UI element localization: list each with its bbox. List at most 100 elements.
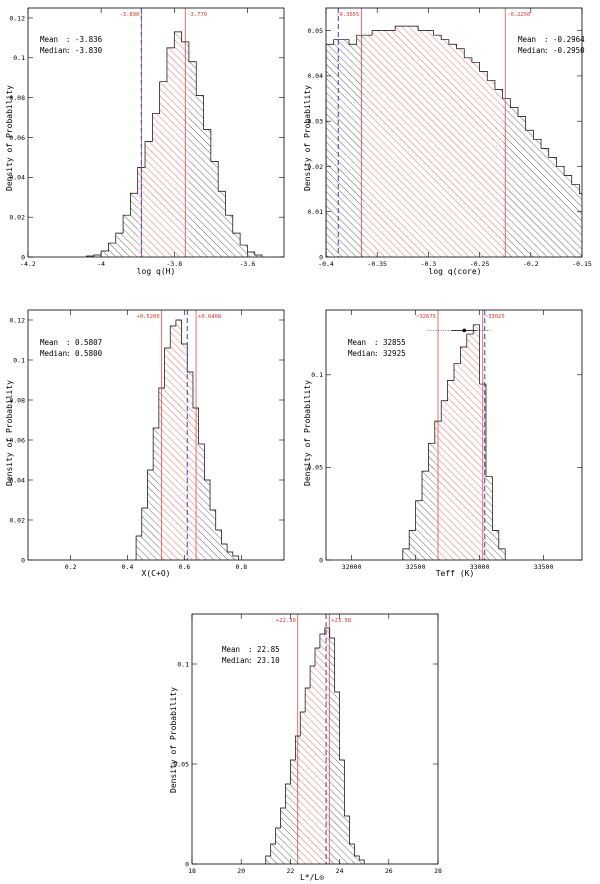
histogram-bar bbox=[232, 233, 241, 257]
x-tick-label: 22 bbox=[286, 867, 294, 875]
xlabel-logqcore: log q(core) bbox=[429, 267, 482, 276]
x-tick-label: 32500 bbox=[406, 563, 426, 571]
histogram-bar bbox=[479, 71, 488, 257]
histogram-bar bbox=[564, 175, 572, 257]
interval-low-label: -0.3655 bbox=[336, 12, 359, 18]
interval-high-label: +23.58 bbox=[331, 618, 351, 624]
x-tick-label: 0.4 bbox=[122, 563, 134, 571]
histogram-bar bbox=[232, 556, 239, 560]
histogram-bar bbox=[275, 828, 281, 864]
histogram-bar bbox=[215, 530, 222, 560]
histogram-bar bbox=[141, 508, 148, 560]
histogram-outline bbox=[326, 25, 582, 257]
histogram-bar bbox=[333, 39, 342, 257]
histogram-bar bbox=[486, 476, 493, 560]
histogram-bar bbox=[341, 39, 350, 257]
y-tick-label: 0.04 bbox=[9, 174, 25, 182]
stats-mean-label-teff: Mean bbox=[348, 338, 366, 347]
y-tick-label: 0.06 bbox=[9, 134, 25, 142]
histogram-bar bbox=[441, 400, 448, 560]
histogram-bar bbox=[334, 692, 340, 864]
plot-frame bbox=[27, 7, 285, 258]
ylabel-logqH: Density of Probability bbox=[5, 85, 14, 191]
interval-high-label: ~33025 bbox=[485, 314, 505, 320]
histogram-bar bbox=[364, 35, 373, 257]
histogram-bar bbox=[221, 544, 228, 560]
plot-frame bbox=[27, 309, 285, 561]
histogram-bar bbox=[152, 113, 160, 257]
histogram-bar bbox=[433, 35, 442, 257]
x-tick-label: -0.3 bbox=[421, 260, 437, 268]
histogram-bar bbox=[203, 129, 211, 257]
histogram-bar bbox=[415, 500, 422, 560]
plot-frame bbox=[191, 613, 439, 865]
histogram-bar bbox=[280, 808, 286, 864]
x-tick-label: -0.2 bbox=[523, 260, 539, 268]
interval-high-label: -3.770 bbox=[187, 12, 207, 18]
xlabel-logqH: log q(H) bbox=[137, 267, 176, 276]
histogram-bar bbox=[254, 255, 263, 257]
ylabel-xco: Density of Probability bbox=[5, 380, 14, 486]
stats-mean-label-logqcore: Mean bbox=[518, 35, 536, 44]
histogram-bar bbox=[285, 784, 291, 864]
y-tick-label: 0 bbox=[319, 556, 323, 564]
x-tick-label: 20 bbox=[237, 867, 245, 875]
histogram-bar bbox=[525, 130, 534, 257]
histogram-bar bbox=[305, 688, 311, 864]
y-tick-label: 0.12 bbox=[9, 14, 25, 22]
histogram-bar bbox=[473, 324, 480, 560]
stats-mean-label-logqH: Mean bbox=[40, 35, 58, 44]
ylabel-logqcore: Density of Probability bbox=[303, 85, 312, 191]
histogram-bar bbox=[326, 44, 334, 257]
stats-mean-label-xco: Mean bbox=[40, 338, 58, 347]
stats-mean-value-teff: : 32855 bbox=[374, 338, 406, 347]
histogram-bar bbox=[344, 816, 350, 864]
histogram-bar bbox=[510, 107, 518, 257]
histogram-bar bbox=[556, 166, 565, 257]
histogram-bar bbox=[356, 35, 365, 257]
stats-mean-value-xco: : 0.5807 bbox=[66, 338, 102, 347]
x-tick-label: 28 bbox=[434, 867, 442, 875]
y-tick-label: 0.1 bbox=[311, 371, 323, 379]
histogram-bar bbox=[460, 347, 467, 560]
y-tick-label: 0.05 bbox=[307, 27, 323, 35]
histogram-bar bbox=[153, 428, 159, 560]
histogram-outline bbox=[402, 324, 506, 560]
interval-high-label: -0.2250 bbox=[507, 12, 530, 18]
histogram-bar bbox=[422, 471, 429, 560]
x-tick-label: -4 bbox=[97, 260, 105, 268]
histogram-bar bbox=[310, 666, 315, 864]
panel-logqH: Density of Probability log q(H) Mean : -… bbox=[5, 7, 285, 276]
plot-frame bbox=[325, 309, 583, 561]
xlabel-teff: Teff (K) bbox=[436, 569, 475, 578]
stats-median-value-logqcore: : -0.2950 bbox=[544, 46, 585, 55]
histogram-bar bbox=[210, 161, 219, 257]
histogram-bar bbox=[548, 157, 557, 257]
x-tick-label: -0.35 bbox=[367, 260, 387, 268]
histogram-bar bbox=[425, 30, 434, 257]
histogram-bar bbox=[115, 233, 124, 257]
x-tick-label: -0.25 bbox=[470, 260, 490, 268]
histogram-bar bbox=[196, 95, 204, 257]
stats-median-label-teff: Median bbox=[348, 349, 375, 358]
histogram-bar bbox=[329, 638, 335, 864]
errorbar-point bbox=[462, 328, 467, 333]
x-tick-label: 0.2 bbox=[65, 563, 77, 571]
y-tick-label: 0.1 bbox=[13, 54, 25, 62]
histogram-bar bbox=[93, 255, 102, 257]
xlabel-lum: L*/L⊙ bbox=[300, 873, 324, 882]
bars-lum bbox=[265, 627, 365, 864]
histogram-bar bbox=[428, 443, 435, 560]
stats-median-label-logqH: Median bbox=[40, 46, 67, 55]
y-tick-label: 0 bbox=[21, 556, 25, 564]
x-tick-label: -3.8 bbox=[166, 260, 182, 268]
plot-frame bbox=[325, 7, 583, 258]
histogram-bar bbox=[86, 256, 94, 257]
histogram-outline bbox=[86, 31, 263, 257]
y-tick-label: 0 bbox=[185, 860, 189, 868]
histogram-bar bbox=[247, 252, 255, 257]
histogram-bar bbox=[198, 444, 205, 560]
histogram-bar bbox=[354, 856, 360, 864]
histogram-bar bbox=[300, 712, 306, 864]
